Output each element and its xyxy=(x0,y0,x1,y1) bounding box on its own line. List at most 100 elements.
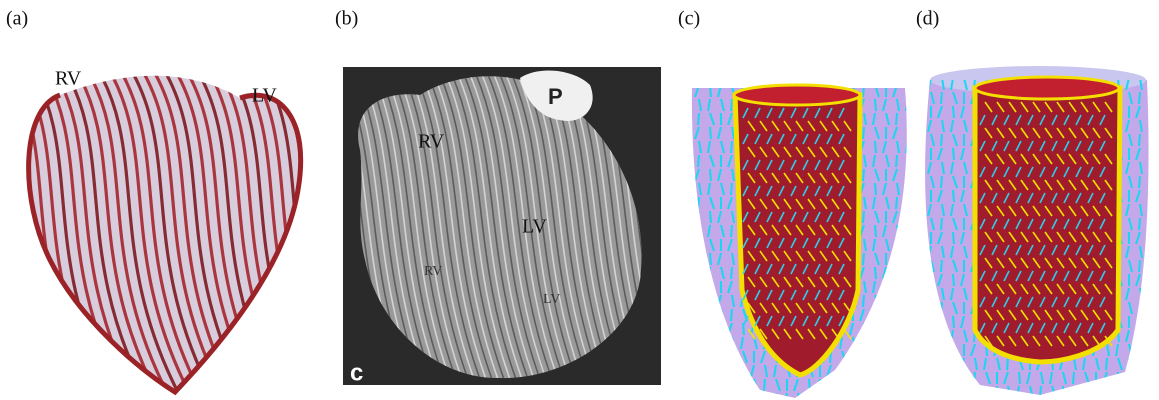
vector xyxy=(759,172,768,184)
vector xyxy=(747,250,756,262)
vector xyxy=(730,266,733,280)
vector xyxy=(1092,283,1101,295)
vector xyxy=(754,107,761,119)
vector xyxy=(1003,114,1010,126)
fiber xyxy=(437,76,509,379)
vector xyxy=(1138,91,1141,105)
vector xyxy=(795,172,804,184)
fiber xyxy=(413,76,485,379)
vector xyxy=(742,263,749,275)
vector xyxy=(1135,147,1141,161)
vector xyxy=(685,99,688,111)
vector xyxy=(1044,257,1053,269)
vector xyxy=(709,364,715,378)
vector xyxy=(720,266,725,280)
vector xyxy=(1128,175,1133,189)
vector xyxy=(754,289,761,301)
vector xyxy=(991,114,998,126)
vector xyxy=(709,378,712,392)
vector xyxy=(908,127,909,139)
vector xyxy=(1015,244,1022,256)
vector xyxy=(771,250,780,262)
vector xyxy=(1073,357,1077,371)
vector xyxy=(960,357,965,371)
vector xyxy=(1008,257,1017,269)
vector xyxy=(1027,270,1034,282)
fiber xyxy=(123,75,217,393)
vector xyxy=(1063,114,1070,126)
vector xyxy=(1104,283,1113,295)
vector xyxy=(874,266,877,280)
vector xyxy=(1068,231,1077,243)
vector xyxy=(874,252,880,266)
vector xyxy=(783,224,792,236)
vector xyxy=(797,392,801,398)
vector xyxy=(698,224,702,238)
vector xyxy=(790,159,797,171)
vector xyxy=(918,302,920,314)
vector xyxy=(1075,192,1082,204)
vector xyxy=(841,364,844,378)
vector xyxy=(1092,257,1101,269)
vector xyxy=(1006,357,1009,371)
vector xyxy=(697,364,700,378)
vector xyxy=(1039,385,1042,395)
vector xyxy=(1128,385,1133,395)
vector xyxy=(819,276,828,288)
vector xyxy=(1099,140,1106,152)
vector xyxy=(1075,322,1082,334)
vector xyxy=(1125,203,1130,217)
vector xyxy=(771,328,780,340)
vector xyxy=(783,198,792,210)
vector xyxy=(908,85,909,97)
vector xyxy=(1087,322,1094,334)
vector xyxy=(979,166,986,178)
vector xyxy=(918,260,920,272)
vector xyxy=(885,238,890,252)
vector xyxy=(1051,140,1058,152)
annotation: RV xyxy=(418,131,445,153)
vector xyxy=(814,133,821,145)
fiber xyxy=(461,76,533,379)
vector xyxy=(1056,309,1065,321)
vector xyxy=(1138,133,1141,147)
vector xyxy=(771,276,780,288)
vector xyxy=(754,237,761,249)
vector xyxy=(1104,153,1113,165)
vector xyxy=(996,257,1005,269)
vector xyxy=(691,238,692,252)
vector xyxy=(1063,166,1070,178)
vector xyxy=(979,218,986,230)
vector xyxy=(730,308,733,322)
vector xyxy=(952,231,955,245)
vector xyxy=(694,378,700,392)
vector xyxy=(742,133,749,145)
vector xyxy=(1027,192,1034,204)
vector xyxy=(1032,231,1041,243)
vector xyxy=(698,266,702,280)
vector xyxy=(952,133,958,147)
vector xyxy=(1068,127,1077,139)
vector xyxy=(1027,244,1034,256)
vector xyxy=(1015,322,1022,334)
vector xyxy=(1044,101,1053,113)
vector xyxy=(862,336,865,350)
vector xyxy=(1003,140,1010,152)
vector xyxy=(908,281,912,293)
vector xyxy=(826,159,833,171)
vector xyxy=(991,192,998,204)
vector xyxy=(771,146,780,158)
vector xyxy=(826,263,833,275)
vector xyxy=(826,133,833,145)
vector xyxy=(882,350,887,364)
vector xyxy=(895,196,898,210)
vector xyxy=(1063,140,1070,152)
vector xyxy=(993,385,998,395)
vector xyxy=(892,126,898,140)
vector xyxy=(862,210,865,224)
vector xyxy=(863,112,867,126)
vector xyxy=(793,378,799,392)
vector xyxy=(790,315,797,327)
vector xyxy=(991,218,998,230)
vector xyxy=(709,238,715,252)
